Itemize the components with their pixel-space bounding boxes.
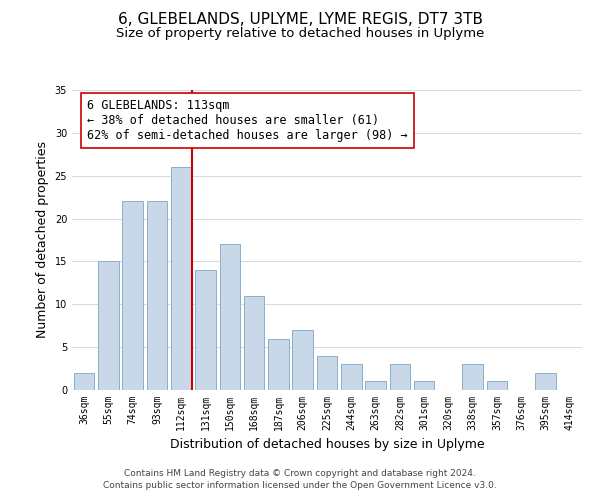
Text: 6, GLEBELANDS, UPLYME, LYME REGIS, DT7 3TB: 6, GLEBELANDS, UPLYME, LYME REGIS, DT7 3… [118,12,482,28]
Bar [317,356,337,390]
Bar [244,296,265,390]
Bar [220,244,240,390]
Bar [341,364,362,390]
Text: Contains public sector information licensed under the Open Government Licence v3: Contains public sector information licen… [103,481,497,490]
Bar [389,364,410,390]
Bar [98,262,119,390]
Bar [268,338,289,390]
Text: Size of property relative to detached houses in Uplyme: Size of property relative to detached ho… [116,28,484,40]
X-axis label: Distribution of detached houses by size in Uplyme: Distribution of detached houses by size … [170,438,484,452]
Y-axis label: Number of detached properties: Number of detached properties [36,142,49,338]
Bar [146,202,167,390]
Bar [74,373,94,390]
Bar [487,382,508,390]
Bar [414,382,434,390]
Bar [171,167,191,390]
Bar [535,373,556,390]
Bar [195,270,216,390]
Bar [365,382,386,390]
Text: 6 GLEBELANDS: 113sqm
← 38% of detached houses are smaller (61)
62% of semi-detac: 6 GLEBELANDS: 113sqm ← 38% of detached h… [88,99,408,142]
Bar [463,364,483,390]
Bar [292,330,313,390]
Text: Contains HM Land Registry data © Crown copyright and database right 2024.: Contains HM Land Registry data © Crown c… [124,468,476,477]
Bar [122,202,143,390]
